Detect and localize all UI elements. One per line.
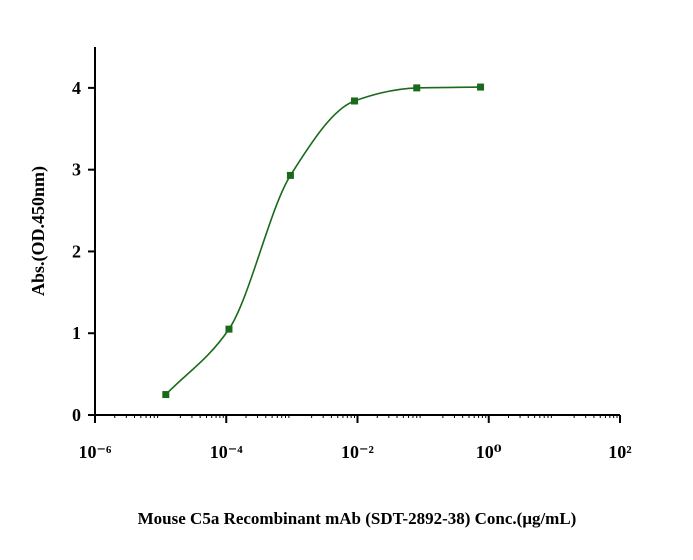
x-tick-label: 10² bbox=[608, 442, 631, 462]
y-tick-label: 3 bbox=[72, 160, 81, 180]
data-point bbox=[225, 325, 233, 333]
x-tick-label: 10⁰ bbox=[476, 442, 502, 462]
y-axis-label: Abs.(OD.450nm) bbox=[28, 166, 49, 296]
data-point bbox=[286, 171, 294, 179]
x-axis-label: Mouse C5a Recombinant mAb (SDT-2892-38) … bbox=[138, 509, 577, 528]
data-point bbox=[350, 97, 358, 105]
data-point bbox=[413, 84, 421, 92]
y-tick-label: 4 bbox=[72, 78, 81, 98]
y-tick-label: 0 bbox=[72, 405, 81, 425]
y-tick-label: 2 bbox=[72, 241, 81, 261]
data-point bbox=[162, 391, 170, 399]
x-tick-label: 10⁻⁴ bbox=[210, 442, 244, 462]
fit-curve bbox=[165, 86, 481, 396]
y-tick-label: 1 bbox=[72, 323, 81, 343]
x-tick-label: 10⁻² bbox=[341, 442, 374, 462]
data-point bbox=[477, 83, 485, 91]
x-tick-label: 10⁻⁶ bbox=[79, 442, 113, 462]
